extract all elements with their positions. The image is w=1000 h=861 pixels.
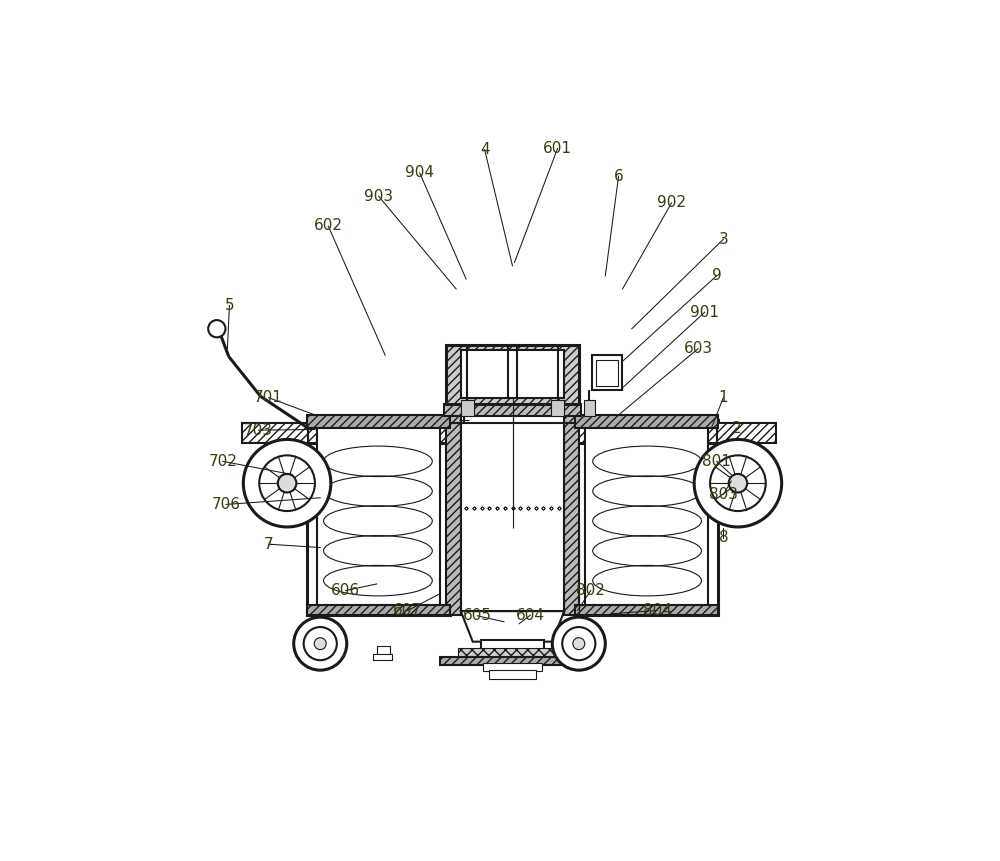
- Text: 6: 6: [614, 169, 623, 183]
- Circle shape: [694, 439, 782, 527]
- Bar: [575, 604, 718, 615]
- Polygon shape: [461, 611, 564, 641]
- Bar: [307, 604, 450, 615]
- Bar: [317, 424, 440, 607]
- Bar: [564, 415, 579, 615]
- Bar: [284, 423, 741, 443]
- Bar: [592, 356, 622, 390]
- Circle shape: [208, 320, 225, 338]
- Bar: [307, 419, 450, 615]
- Bar: [584, 400, 595, 416]
- Bar: [575, 415, 718, 428]
- Text: 8: 8: [719, 530, 728, 545]
- Text: 706: 706: [212, 497, 241, 512]
- Text: 604: 604: [516, 608, 545, 623]
- Text: 5: 5: [225, 298, 234, 313]
- Bar: [575, 419, 718, 615]
- Text: 802: 802: [576, 583, 605, 598]
- Bar: [461, 350, 564, 398]
- Bar: [446, 344, 579, 405]
- Text: 703: 703: [244, 423, 273, 437]
- Bar: [717, 423, 776, 443]
- Circle shape: [552, 617, 605, 670]
- Bar: [483, 663, 542, 672]
- Text: 4: 4: [480, 142, 489, 158]
- Bar: [377, 646, 390, 659]
- Circle shape: [573, 638, 585, 649]
- Bar: [461, 415, 564, 611]
- Text: 904: 904: [405, 165, 434, 181]
- Bar: [242, 423, 308, 443]
- Bar: [481, 641, 544, 650]
- Text: 601: 601: [543, 141, 572, 156]
- Circle shape: [243, 439, 331, 527]
- Circle shape: [562, 627, 595, 660]
- Circle shape: [278, 474, 296, 492]
- Circle shape: [304, 627, 337, 660]
- Bar: [446, 415, 461, 615]
- Text: 903: 903: [364, 189, 393, 204]
- Bar: [373, 653, 392, 660]
- Text: 607: 607: [393, 603, 422, 618]
- Bar: [585, 424, 708, 607]
- Text: 9: 9: [712, 268, 722, 283]
- Circle shape: [710, 455, 766, 511]
- Text: 701: 701: [254, 390, 283, 406]
- Text: 901: 901: [690, 305, 719, 319]
- Circle shape: [259, 455, 315, 511]
- Bar: [307, 415, 450, 428]
- Text: 801: 801: [702, 454, 731, 469]
- Text: 1: 1: [719, 390, 728, 406]
- Text: 702: 702: [208, 454, 237, 469]
- Text: 2: 2: [732, 421, 741, 436]
- Text: 7: 7: [264, 536, 273, 552]
- Text: 605: 605: [463, 608, 492, 623]
- Circle shape: [294, 617, 347, 670]
- Circle shape: [314, 638, 326, 649]
- Bar: [440, 657, 585, 665]
- Bar: [489, 670, 536, 678]
- Text: 603: 603: [684, 341, 713, 356]
- Bar: [444, 405, 581, 416]
- Bar: [461, 400, 474, 416]
- Bar: [458, 648, 567, 658]
- Text: 804: 804: [643, 603, 671, 618]
- Bar: [596, 360, 618, 387]
- Text: 902: 902: [657, 195, 686, 210]
- Circle shape: [729, 474, 747, 492]
- Text: 606: 606: [331, 583, 360, 598]
- Text: 803: 803: [709, 487, 738, 502]
- Text: 3: 3: [718, 232, 728, 247]
- Bar: [551, 400, 564, 416]
- Text: 602: 602: [314, 219, 343, 233]
